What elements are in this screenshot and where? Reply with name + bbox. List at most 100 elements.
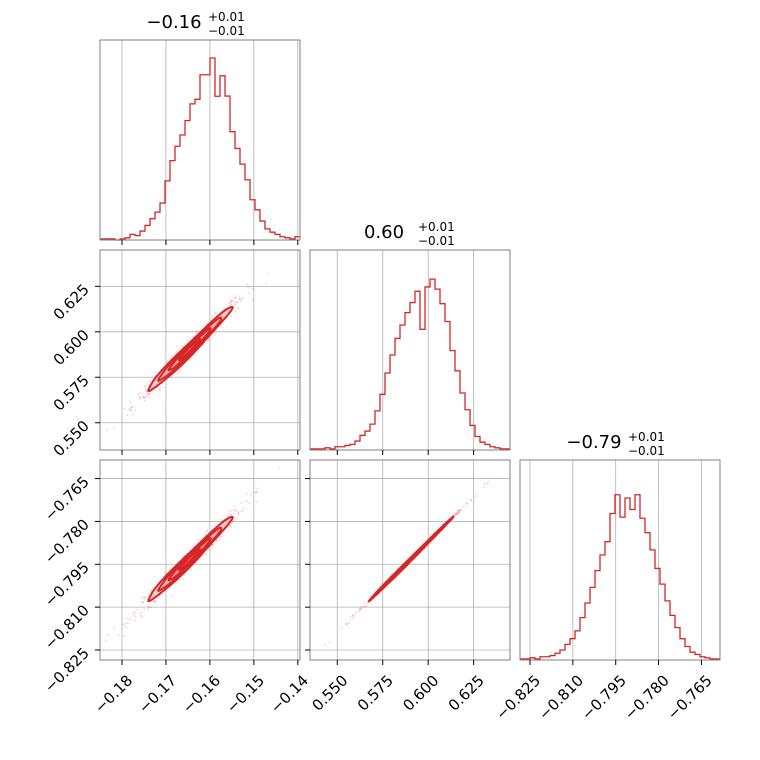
scatter-point: [126, 622, 129, 625]
scatter-point: [129, 406, 132, 409]
scatter-point: [141, 392, 144, 395]
y-tick-label: −0.795: [41, 558, 93, 610]
scatter-point: [89, 441, 91, 443]
panel-title-minus: −0.01: [418, 234, 455, 248]
scatter-point: [456, 512, 459, 515]
x-tick-label: −0.795: [578, 672, 630, 724]
scatter-point: [158, 394, 161, 397]
scatter-point: [248, 502, 251, 505]
scatter-point: [147, 608, 150, 611]
scatter-point: [157, 597, 160, 600]
scatter-point: [230, 513, 233, 516]
scatter-point: [133, 619, 136, 622]
panel-2-1: [305, 459, 511, 665]
scatter-point: [204, 530, 207, 533]
scatter-point: [239, 300, 242, 303]
scatter-point: [122, 623, 125, 626]
density-layer: [89, 272, 269, 443]
scatter-point: [462, 505, 465, 508]
scatter-point: [238, 297, 241, 300]
scatter-point: [141, 396, 144, 399]
x-tick-label: 0.575: [354, 672, 397, 715]
scatter-point: [205, 322, 208, 325]
scatter-point: [469, 499, 472, 502]
scatter-point: [233, 304, 236, 307]
scatter-point: [107, 633, 110, 636]
x-tick-label: −0.810: [535, 672, 587, 724]
scatter-point: [465, 502, 468, 505]
scatter-point: [144, 385, 147, 388]
scatter-point: [177, 372, 180, 375]
panel-title-plus: +0.01: [418, 220, 455, 234]
x-tick-label: −0.16: [179, 672, 224, 717]
scatter-point: [229, 303, 232, 306]
contour-line: [157, 316, 223, 382]
x-tick-label: −0.765: [664, 672, 716, 724]
panel-title-plus: +0.01: [628, 430, 665, 444]
scatter-point: [149, 380, 152, 383]
scatter-point: [112, 427, 115, 430]
panel-frame: [99, 39, 301, 241]
scatter-point: [365, 605, 368, 608]
scatter-point: [487, 481, 490, 484]
panel-1-1: [309, 249, 511, 455]
scatter-point: [483, 486, 486, 489]
scatter-point: [113, 626, 116, 629]
scatter-point: [240, 298, 243, 301]
scatter-point: [229, 315, 232, 318]
scatter-point: [241, 510, 244, 513]
panel-0-0: [99, 39, 301, 245]
scatter-point: [486, 482, 489, 485]
scatter-point: [145, 389, 148, 392]
scatter-point: [475, 492, 478, 495]
scatter-point: [241, 297, 244, 300]
scatter-point: [277, 466, 280, 469]
scatter-point: [454, 513, 457, 516]
scatter-point: [328, 641, 331, 644]
scatter-point: [163, 572, 166, 575]
contour-line: [147, 515, 234, 603]
scatter-point: [153, 600, 156, 603]
scatter-point: [358, 610, 361, 613]
scatter-point: [126, 414, 129, 417]
scatter-point: [362, 605, 365, 608]
scatter-point: [210, 315, 213, 318]
scatter-point: [212, 543, 215, 546]
contour-line: [167, 327, 212, 372]
scatter-point: [154, 600, 157, 603]
scatter-point: [214, 311, 217, 314]
contour-line: [147, 305, 234, 393]
scatter-point: [234, 296, 237, 299]
scatter-point: [206, 529, 209, 532]
scatter-point: [132, 611, 135, 614]
scatter-point: [466, 502, 469, 505]
scatter-point: [123, 634, 126, 637]
scatter-point: [345, 622, 348, 625]
scatter-point: [138, 396, 141, 399]
scatter-point: [345, 624, 348, 627]
scatter-point: [236, 511, 239, 514]
scatter-point: [142, 601, 145, 604]
contour-line: [177, 548, 201, 572]
scatter-point: [454, 513, 457, 516]
scatter-point: [138, 395, 141, 398]
scatter-point: [152, 586, 155, 589]
scatter-point: [126, 617, 129, 620]
scatter-point: [158, 388, 161, 391]
contour-line: [368, 514, 455, 603]
scatter-point: [219, 535, 222, 538]
scatter-point: [175, 350, 178, 353]
scatter-point: [227, 509, 230, 512]
histogram-line: [100, 57, 300, 241]
scatter-point: [254, 491, 257, 494]
scatter-point: [139, 614, 142, 617]
scatter-point: [456, 512, 459, 515]
scatter-point: [196, 538, 199, 541]
scatter-point: [129, 409, 132, 412]
panel-frame: [519, 459, 721, 661]
scatter-point: [233, 508, 236, 511]
scatter-point: [246, 283, 249, 286]
panel-frame: [99, 249, 301, 451]
scatter-point: [473, 495, 476, 498]
